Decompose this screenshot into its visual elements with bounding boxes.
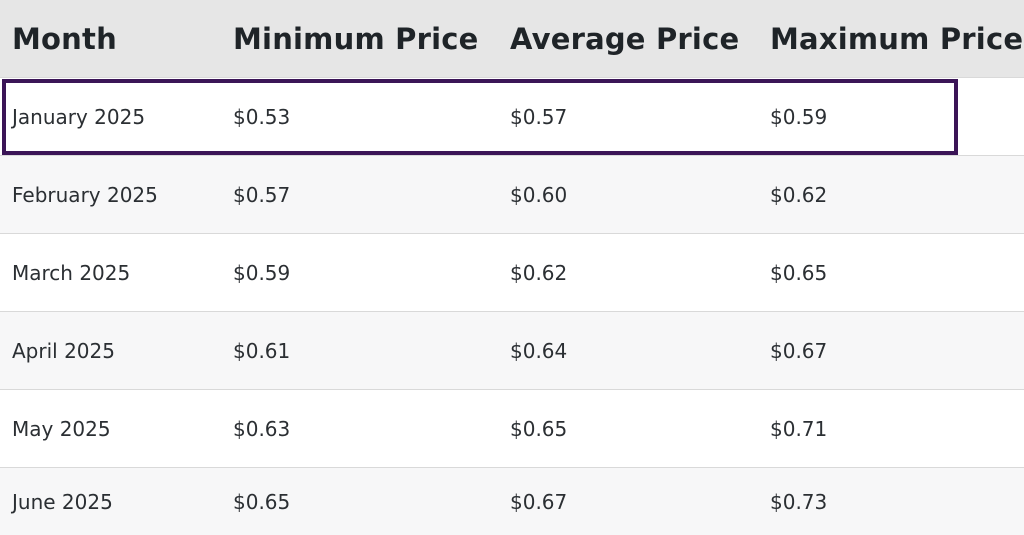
cell-month: June 2025 [12, 489, 113, 514]
table-row: June 2025 $0.65 $0.67 $0.73 [0, 467, 1024, 535]
table-row: May 2025 $0.63 $0.65 $0.71 [0, 389, 1024, 467]
cell-average-price: $0.57 [510, 104, 568, 129]
table-row: January 2025 $0.53 $0.57 $0.59 [0, 77, 1024, 155]
header-maximum-price: Maximum Price [770, 21, 1024, 56]
cell-average-price: $0.60 [510, 182, 568, 207]
cell-minimum-price: $0.63 [233, 416, 291, 441]
header-minimum-price: Minimum Price [233, 21, 479, 56]
cell-average-price: $0.65 [510, 416, 568, 441]
cell-maximum-price: $0.67 [770, 338, 828, 363]
cell-maximum-price: $0.62 [770, 182, 828, 207]
header-month: Month [12, 21, 117, 56]
table-row: February 2025 $0.57 $0.60 $0.62 [0, 155, 1024, 233]
cell-month: March 2025 [12, 260, 131, 285]
cell-average-price: $0.64 [510, 338, 568, 363]
cell-maximum-price: $0.59 [770, 104, 828, 129]
cell-month: January 2025 [12, 104, 146, 129]
table-header-row: Month Minimum Price Average Price Maximu… [0, 0, 1024, 77]
cell-maximum-price: $0.71 [770, 416, 828, 441]
cell-minimum-price: $0.53 [233, 104, 291, 129]
cell-month: April 2025 [12, 338, 115, 363]
cell-maximum-price: $0.65 [770, 260, 828, 285]
cell-month: February 2025 [12, 182, 158, 207]
cell-minimum-price: $0.65 [233, 489, 291, 514]
header-average-price: Average Price [510, 21, 740, 56]
cell-minimum-price: $0.57 [233, 182, 291, 207]
cell-minimum-price: $0.59 [233, 260, 291, 285]
cell-maximum-price: $0.73 [770, 489, 828, 514]
cell-average-price: $0.62 [510, 260, 568, 285]
cell-average-price: $0.67 [510, 489, 568, 514]
table-row: April 2025 $0.61 $0.64 $0.67 [0, 311, 1024, 389]
table-row: March 2025 $0.59 $0.62 $0.65 [0, 233, 1024, 311]
cell-month: May 2025 [12, 416, 111, 441]
cell-minimum-price: $0.61 [233, 338, 291, 363]
